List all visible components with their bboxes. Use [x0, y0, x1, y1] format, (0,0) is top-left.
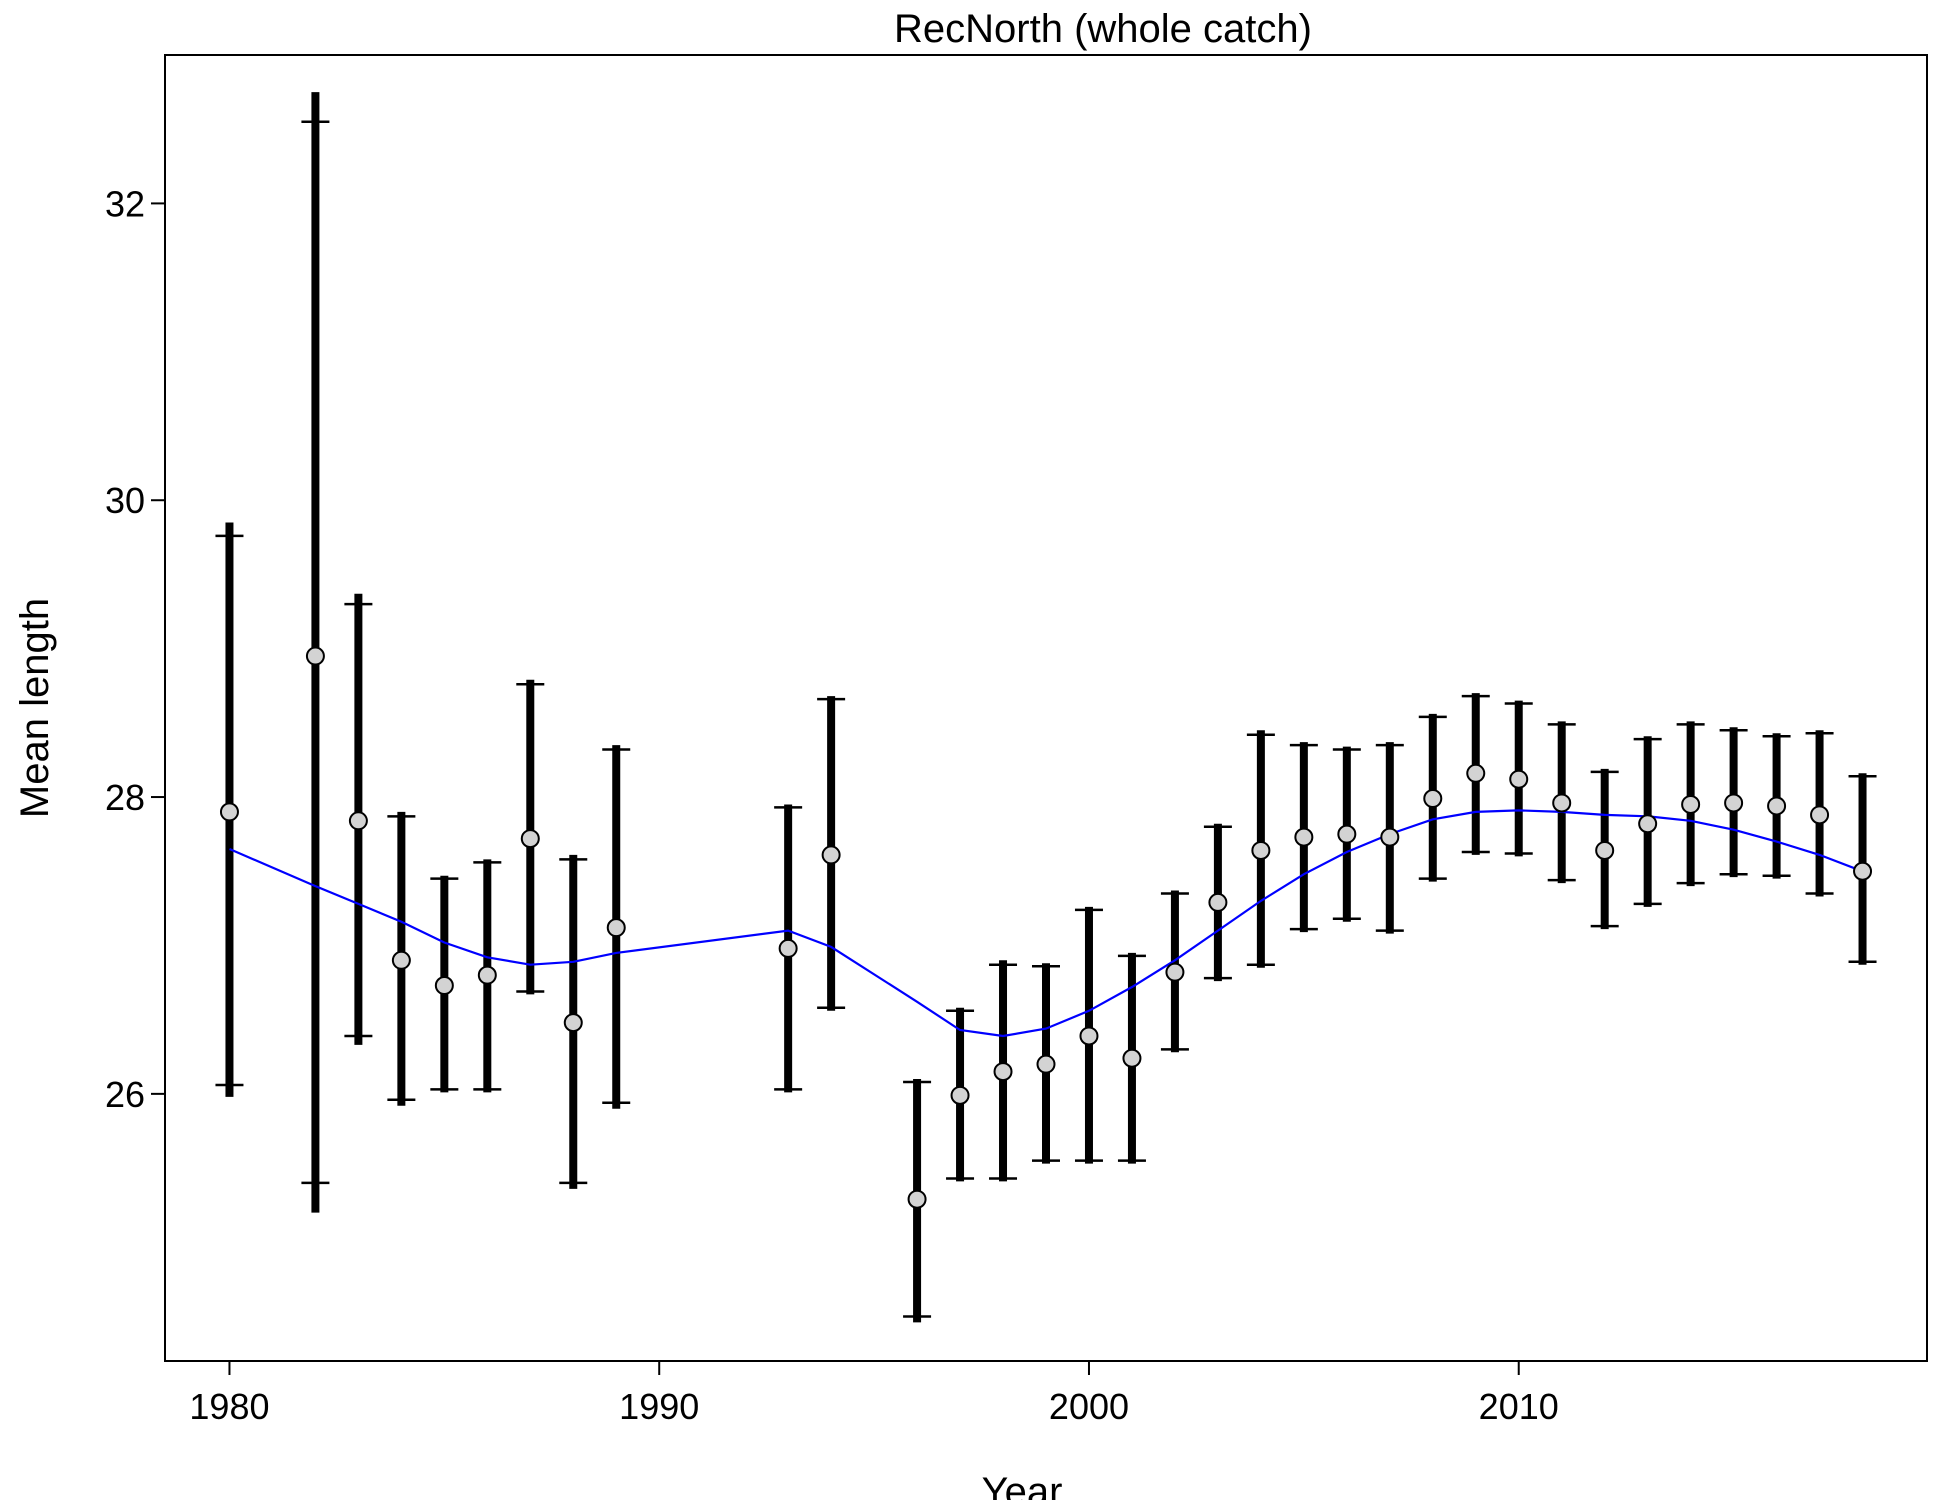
x-axis-title: Year: [982, 1470, 1063, 1500]
y-tick-label: 26: [105, 1074, 145, 1115]
fit-line-layer: [229, 809, 1863, 1038]
data-point: [1681, 794, 1701, 814]
data-point: [520, 829, 540, 849]
data-point: [563, 1013, 583, 1033]
data-point: [219, 802, 239, 822]
x-tick-label: 2010: [1479, 1386, 1559, 1427]
data-point: [1853, 861, 1873, 881]
data-point: [477, 965, 497, 985]
data-point: [1122, 1048, 1142, 1068]
data-point: [1036, 1054, 1056, 1074]
data-point: [1079, 1026, 1099, 1046]
error-bars: [215, 92, 1877, 1323]
x-tick-label: 2000: [1049, 1386, 1129, 1427]
data-point: [348, 811, 368, 831]
data-point: [993, 1062, 1013, 1082]
data-point: [778, 938, 798, 958]
data-point: [1638, 814, 1658, 834]
data-point: [821, 845, 841, 865]
data-point: [1810, 805, 1830, 825]
data-point: [1724, 793, 1744, 813]
y-axis-title: Mean length: [13, 598, 57, 818]
data-point: [391, 950, 411, 970]
y-tick-label: 28: [105, 777, 145, 818]
data-point: [305, 646, 325, 666]
plot-frame: [164, 54, 1928, 1362]
data-point: [1595, 840, 1615, 860]
x-axis: 1980 1990 2000 2010: [189, 1361, 1559, 1427]
data-point: [1509, 769, 1529, 789]
y-tick-label: 32: [105, 183, 145, 224]
data-point: [434, 976, 454, 996]
fit-line: [229, 809, 1863, 1038]
x-tick-label: 1980: [189, 1386, 269, 1427]
data-point: [1767, 796, 1787, 816]
data-point: [1208, 892, 1228, 912]
data-point: [1552, 793, 1572, 813]
data-point: [1337, 824, 1357, 844]
data-point: [1423, 789, 1443, 809]
y-axis: 26 28 30 32: [105, 183, 165, 1115]
x-tick-label: 1990: [619, 1386, 699, 1427]
data-point: [1294, 827, 1314, 847]
data-points: [219, 646, 1873, 1209]
chart-title: RecNorth (whole catch): [894, 7, 1312, 51]
data-point: [1165, 962, 1185, 982]
data-point: [950, 1085, 970, 1105]
data-point: [1466, 763, 1486, 783]
data-point: [1380, 827, 1400, 847]
data-point: [907, 1189, 927, 1209]
data-point: [606, 918, 626, 938]
data-point: [1251, 840, 1271, 860]
y-tick-label: 30: [105, 480, 145, 521]
